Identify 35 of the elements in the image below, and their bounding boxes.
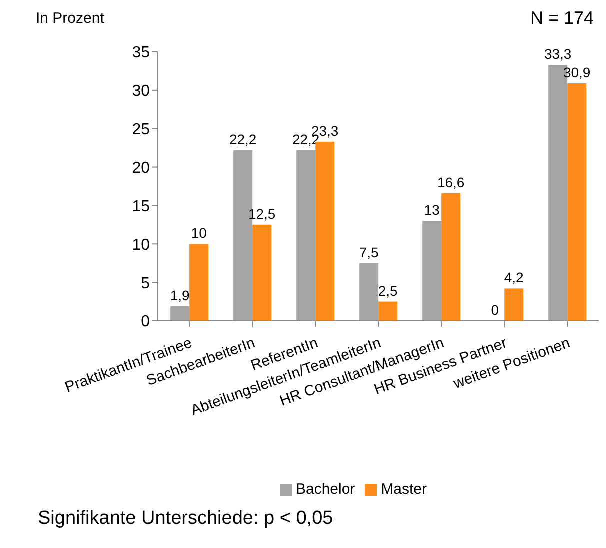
data-label: 2,5 [378, 282, 398, 299]
data-label: 10 [191, 225, 208, 242]
bar [504, 288, 524, 321]
bar [422, 221, 442, 321]
data-label: 0 [491, 302, 500, 318]
data-label: 30,9 [563, 64, 591, 81]
data-label: 22,2 [229, 131, 257, 148]
text: N = 174 [530, 8, 594, 29]
y-tick-label: 30 [132, 83, 150, 100]
y-tick-label: 15 [132, 198, 150, 216]
legend-label: Bachelor [296, 481, 356, 498]
y-tick-label: 25 [132, 122, 150, 139]
bar [190, 244, 209, 321]
y-tick-label: 35 [132, 44, 150, 62]
data-label: 7,5 [359, 244, 380, 260]
data-label: 1,9 [170, 287, 190, 304]
bar [296, 150, 316, 321]
data-label: 12,5 [248, 206, 276, 222]
data-label: 4,2 [504, 270, 524, 286]
data-label: 33,3 [544, 46, 572, 62]
data-label: 16,6 [437, 174, 465, 190]
bar [442, 193, 461, 321]
bar [360, 263, 379, 321]
y-tick-label: 10 [132, 236, 150, 254]
y-tick-label: 5 [141, 275, 150, 292]
text: Signifikante Unterschiede: p < 0,05 [38, 508, 334, 530]
bar [252, 224, 272, 321]
legend-label: Master [381, 481, 428, 498]
y-axis-title: In Prozent [36, 10, 104, 27]
y-tick-label: 0 [141, 314, 150, 331]
bar [170, 306, 190, 321]
bar [378, 302, 398, 321]
bar [568, 84, 587, 321]
data-label: 13 [424, 202, 440, 218]
y-tick-label: 20 [132, 160, 150, 177]
